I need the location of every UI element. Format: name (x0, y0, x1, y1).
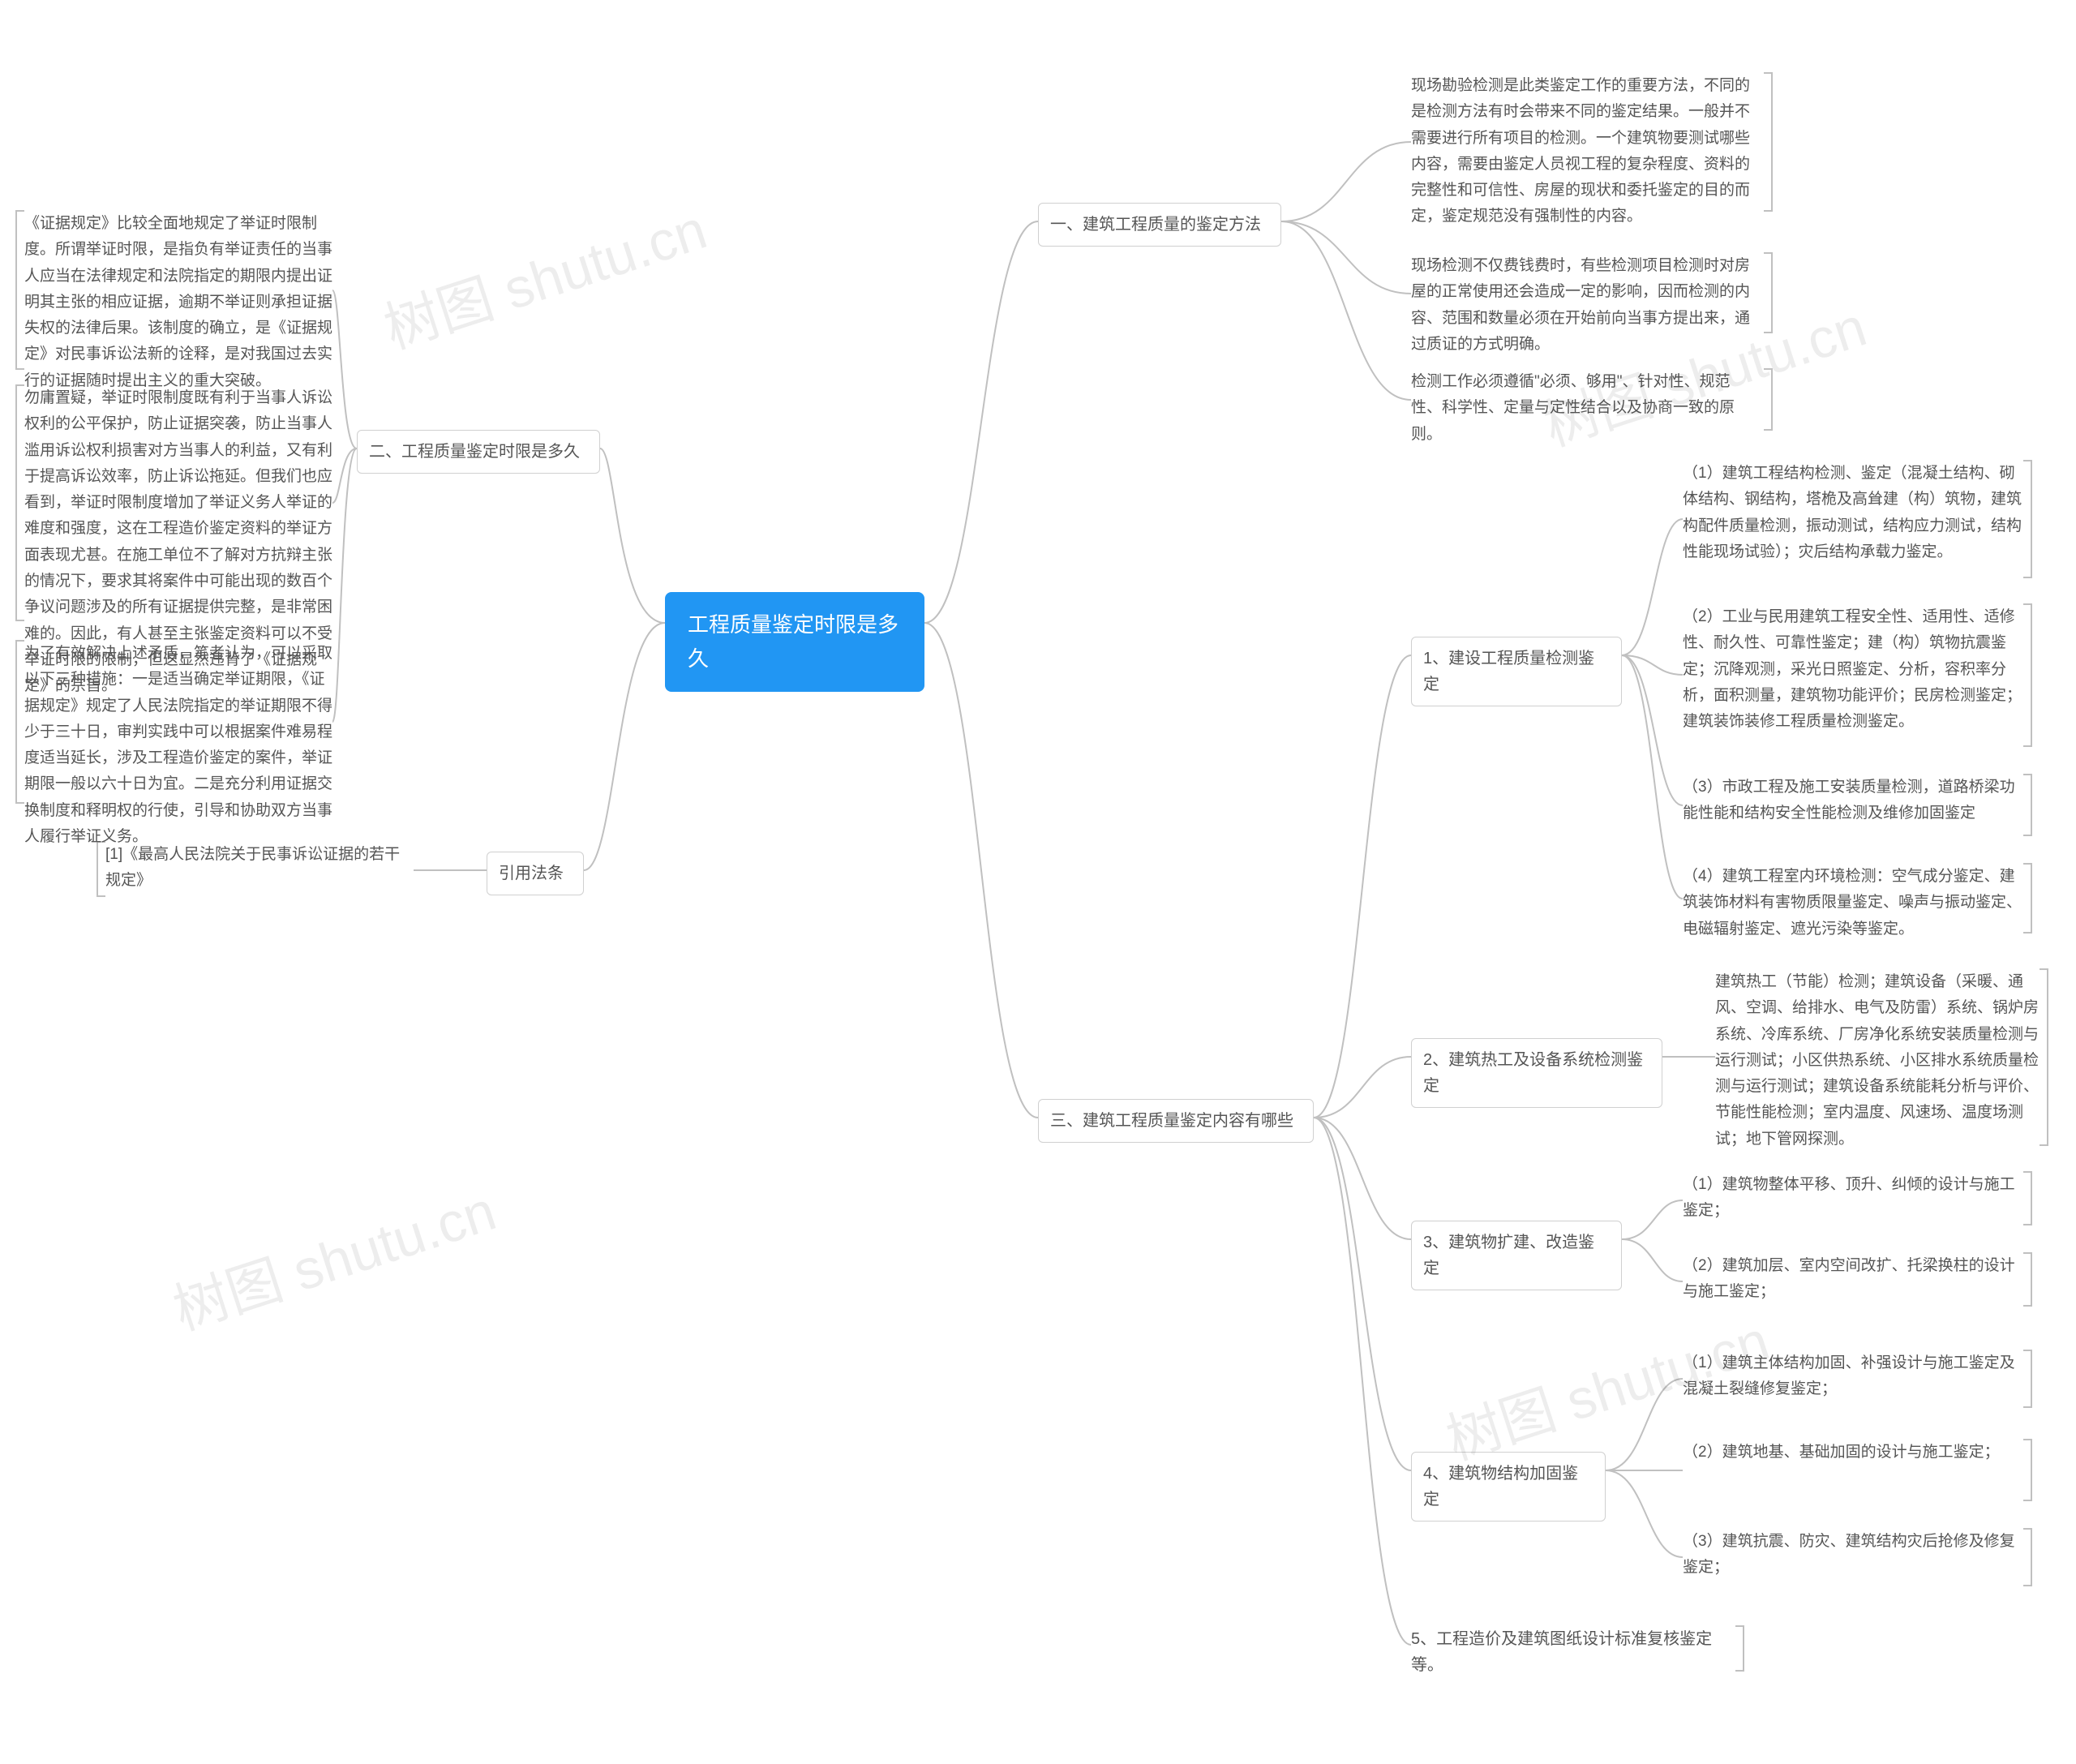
leaf-r2c1: （1）建筑物整体平移、顶升、纠倾的设计与施工鉴定； (1683, 1172, 2023, 1225)
leaf-r1c: 检测工作必须遵循"必须、够用"、针对性、规范性、科学性、定量与定性结合以及协商一… (1411, 369, 1760, 448)
watermark: 树图 shutu.cn (161, 1166, 504, 1346)
leaf-r2a3: （3）市政工程及施工安装质量检测，道路桥梁功能性能和结构安全性能检测及维修加固鉴… (1683, 775, 2023, 827)
leaf-l2a: [1]《最高人民法院关于民事诉讼证据的若干规定》 (105, 842, 414, 895)
leaf-r2a2: （2）工业与民用建筑工程安全性、适用性、适修性、耐久性、可靠性鉴定；建（构）筑物… (1683, 604, 2023, 735)
leaf-l1c: 为了有效解决上述矛盾，笔者认为，可以采取以下三种措施：一是适当确定举证期限，《证… (24, 641, 332, 850)
leaf-r2d1: （1）建筑主体结构加固、补强设计与施工鉴定及混凝土裂缝修复鉴定； (1683, 1350, 2023, 1403)
branch-l2: 引用法条 (487, 852, 584, 895)
root-node: 工程质量鉴定时限是多久 (665, 592, 924, 692)
branch-r2b: 2、建筑热工及设备系统检测鉴定 (1411, 1038, 1662, 1108)
leaf-l1a: 《证据规定》比较全面地规定了举证时限制度。所谓举证时限，是指负有举证责任的当事人… (24, 211, 332, 394)
leaf-r1a: 现场勘验检测是此类鉴定工作的重要方法，不同的是检测方法有时会带来不同的鉴定结果。… (1411, 73, 1760, 230)
leaf-r1b: 现场检测不仅费钱费时，有些检测项目检测时对房屋的正常使用还会造成一定的影响，因而… (1411, 253, 1760, 358)
leaf-r2c2: （2）建筑加层、室内空间改扩、托梁换柱的设计与施工鉴定； (1683, 1253, 2023, 1306)
branch-l1: 二、工程质量鉴定时限是多久 (357, 430, 600, 474)
branch-r2c: 3、建筑物扩建、改造鉴定 (1411, 1221, 1622, 1290)
leaf-r2d2: （2）建筑地基、基础加固的设计与施工鉴定； (1683, 1440, 2023, 1466)
watermark: 树图 shutu.cn (372, 185, 714, 364)
branch-r2d: 4、建筑物结构加固鉴定 (1411, 1452, 1606, 1522)
branch-r2e: 5、工程造价及建筑图纸设计标准复核鉴定等。 (1411, 1626, 1735, 1678)
leaf-r2b1: 建筑热工（节能）检测；建筑设备（采暖、通风、空调、给排水、电气及防雷）系统、锅炉… (1715, 969, 2040, 1152)
branch-r1: 一、建筑工程质量的鉴定方法 (1038, 203, 1281, 247)
leaf-r2a1: （1）建筑工程结构检测、鉴定（混凝土结构、砌体结构、钢结构，塔桅及高耸建（构）筑… (1683, 461, 2023, 565)
leaf-r2d3: （3）建筑抗震、防灾、建筑结构灾后抢修及修复鉴定； (1683, 1529, 2023, 1582)
branch-r2a: 1、建设工程质量检测鉴定 (1411, 637, 1622, 706)
leaf-r2a4: （4）建筑工程室内环境检测：空气成分鉴定、建筑装饰材料有害物质限量鉴定、噪声与振… (1683, 864, 2023, 942)
branch-r2: 三、建筑工程质量鉴定内容有哪些 (1038, 1099, 1314, 1143)
